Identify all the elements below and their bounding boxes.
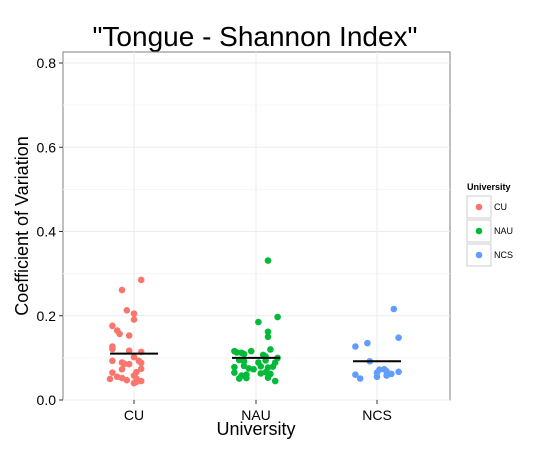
axes: 0.0 0.2 0.4 0.6 0.8 CU NAU NCS bbox=[37, 55, 392, 423]
data-point-cu bbox=[137, 365, 145, 373]
legend: University CU NAU NCS bbox=[466, 182, 513, 267]
data-point-nau bbox=[264, 328, 272, 336]
y-tick-label: 0.0 bbox=[37, 392, 57, 408]
data-point-nau bbox=[240, 357, 248, 365]
x-tick-label: CU bbox=[124, 407, 144, 423]
data-point-nau bbox=[271, 377, 279, 385]
data-point-nau bbox=[257, 363, 265, 370]
legend-label-nau: NAU bbox=[494, 226, 513, 236]
data-point-nau bbox=[274, 313, 281, 321]
y-tick-label: 0.2 bbox=[37, 308, 57, 324]
data-point-nau bbox=[247, 347, 255, 355]
data-point-cu bbox=[130, 353, 138, 361]
y-axis-title: Coefficient of Variation bbox=[12, 136, 32, 315]
legend-label-ncs: NCS bbox=[494, 250, 513, 260]
data-point-cu bbox=[116, 330, 123, 338]
y-tick-label: 0.8 bbox=[37, 55, 57, 71]
data-point-cu bbox=[125, 347, 133, 355]
data-point-nau bbox=[269, 363, 277, 371]
data-point-nau bbox=[235, 375, 243, 382]
data-point-cu bbox=[125, 332, 133, 339]
data-point-cu bbox=[109, 345, 116, 353]
data-point-nau bbox=[264, 333, 272, 341]
data-point-cu bbox=[106, 375, 114, 383]
data-point-ncs bbox=[395, 334, 402, 341]
legend-marker-nau bbox=[475, 227, 483, 235]
data-point-ncs bbox=[390, 305, 398, 313]
data-point-cu bbox=[123, 376, 131, 384]
data-point-nau bbox=[264, 374, 272, 381]
data-point-ncs bbox=[352, 343, 359, 350]
data-point-cu bbox=[109, 322, 116, 330]
gridlines bbox=[63, 52, 450, 401]
x-tick-label: NAU bbox=[241, 407, 271, 423]
data-point-nau bbox=[243, 374, 250, 382]
y-tick-label: 0.6 bbox=[37, 139, 57, 155]
data-point-cu bbox=[137, 276, 145, 284]
data-point-cu bbox=[109, 357, 116, 365]
data-point-nau bbox=[264, 257, 272, 264]
data-point-nau bbox=[267, 346, 274, 353]
chart-title: "Tongue - Shannon Index" bbox=[92, 21, 417, 52]
x-axis-title: University bbox=[216, 419, 295, 439]
y-tick-label: 0.4 bbox=[37, 224, 57, 240]
data-point-cu bbox=[121, 360, 128, 368]
data-point-nau bbox=[240, 350, 248, 358]
legend-label-cu: CU bbox=[494, 202, 507, 212]
data-point-ncs bbox=[352, 371, 359, 379]
data-point-cu bbox=[130, 310, 138, 317]
legend-title: University bbox=[467, 182, 511, 192]
data-point-ncs bbox=[364, 339, 371, 347]
data-point-cu bbox=[130, 316, 138, 323]
data-point-cu bbox=[130, 379, 138, 387]
data-point-ncs bbox=[376, 366, 383, 373]
data-point-cu bbox=[109, 369, 116, 376]
data-point-cu bbox=[125, 360, 133, 368]
mean-lines bbox=[110, 352, 401, 363]
data-point-nau bbox=[233, 349, 241, 356]
data-point-nau bbox=[255, 318, 262, 326]
data-point-cu bbox=[118, 365, 126, 373]
data-point-cu bbox=[137, 377, 145, 385]
data-point-cu bbox=[123, 306, 131, 314]
data-points bbox=[106, 257, 402, 387]
data-point-cu bbox=[118, 286, 126, 294]
data-point-cu bbox=[137, 359, 145, 367]
data-point-nau bbox=[250, 365, 257, 373]
legend-marker-cu bbox=[475, 203, 483, 211]
data-point-nau bbox=[231, 369, 238, 376]
x-tick-label: NCS bbox=[362, 407, 392, 423]
data-point-ncs bbox=[356, 375, 364, 382]
data-point-ncs bbox=[383, 372, 390, 379]
legend-marker-ncs bbox=[475, 251, 483, 259]
data-point-ncs bbox=[395, 368, 402, 376]
data-point-nau bbox=[231, 363, 238, 371]
